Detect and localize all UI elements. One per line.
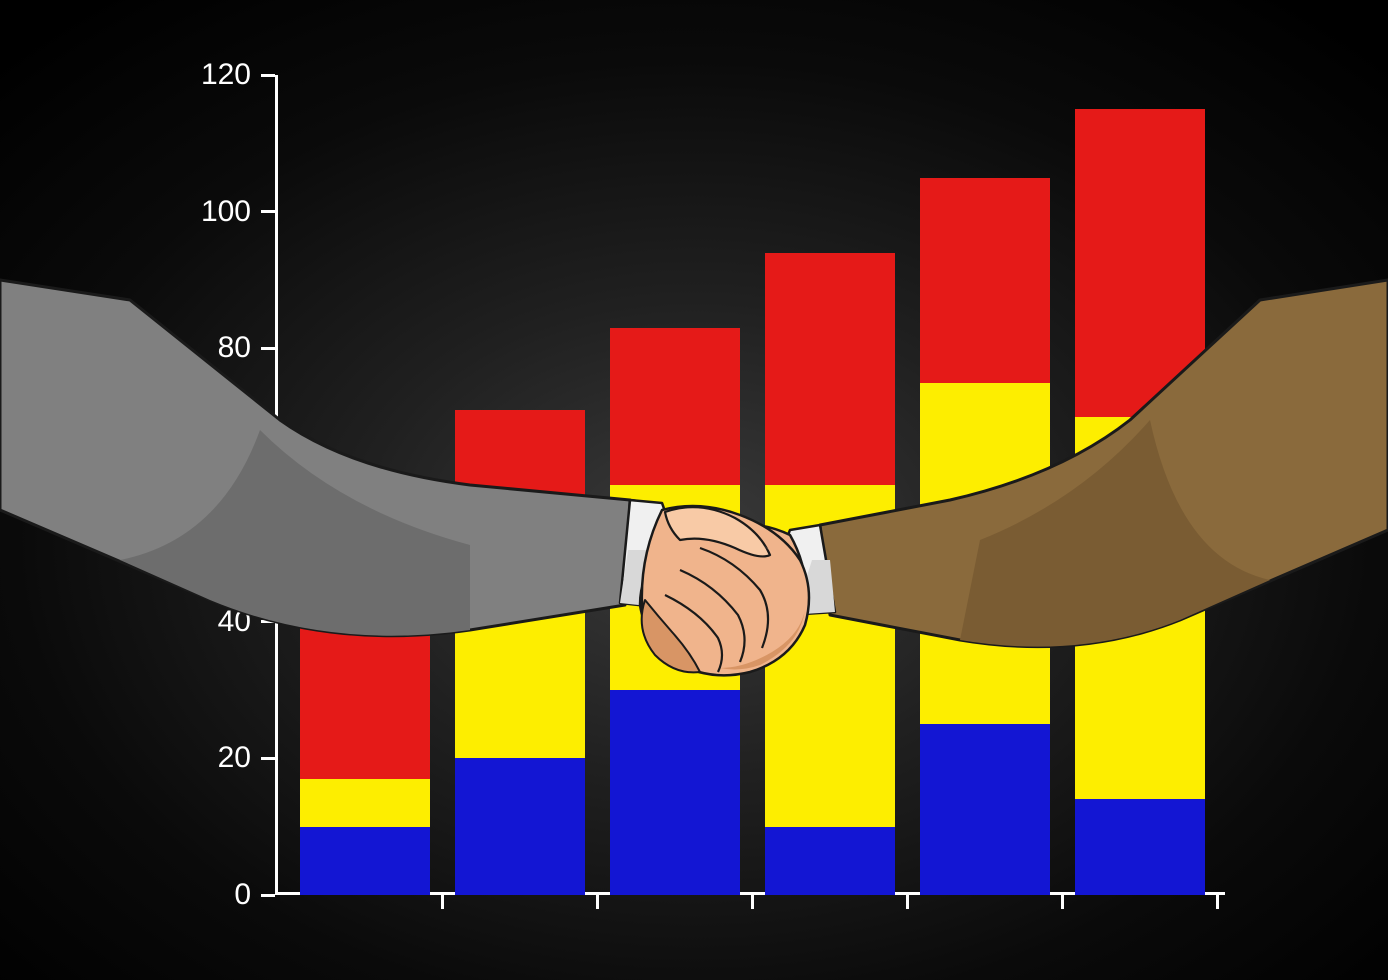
x-tick (906, 895, 909, 909)
bar-segment-yellow (1075, 417, 1205, 800)
bar-segment-red (610, 328, 740, 485)
x-tick (751, 895, 754, 909)
bar-segment-blue (765, 827, 895, 895)
y-tick (261, 74, 275, 77)
y-tick (261, 757, 275, 760)
y-axis-label: 120 (201, 58, 251, 92)
bar-segment-yellow (300, 779, 430, 827)
bar-segment-blue (920, 724, 1050, 895)
bar-segment-yellow (610, 485, 740, 690)
y-axis-label: 0 (234, 878, 251, 912)
bar-segment-red (300, 601, 430, 779)
x-tick (1061, 895, 1064, 909)
bar-segment-blue (610, 690, 740, 895)
y-tick (261, 620, 275, 623)
bar-segment-blue (455, 758, 585, 895)
bar-segment-red (920, 178, 1050, 383)
y-axis (275, 75, 278, 895)
bar-segment-red (455, 410, 585, 588)
x-tick (441, 895, 444, 909)
y-axis-label: 40 (218, 605, 251, 639)
y-tick (261, 894, 275, 897)
x-tick (596, 895, 599, 909)
y-axis-label: 100 (201, 195, 251, 229)
bar-segment-red (765, 253, 895, 485)
y-tick (261, 484, 275, 487)
bar-segment-red (1075, 109, 1205, 417)
bar-segment-blue (300, 827, 430, 895)
bar-segment-yellow (455, 588, 585, 759)
x-tick (1216, 895, 1219, 909)
bar-segment-yellow (765, 485, 895, 827)
bar-segment-blue (1075, 799, 1205, 895)
y-tick (261, 347, 275, 350)
y-axis-label: 20 (218, 741, 251, 775)
bar-segment-yellow (920, 383, 1050, 725)
y-axis-label: 80 (218, 331, 251, 365)
y-tick (261, 210, 275, 213)
y-axis-label: 60 (218, 468, 251, 502)
stacked-bar-chart: 020406080100120 (275, 75, 1225, 895)
